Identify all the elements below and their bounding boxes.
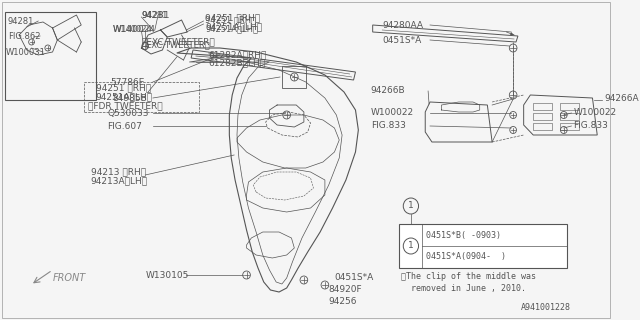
Text: W130105: W130105 bbox=[145, 270, 189, 279]
Bar bbox=[282, 66, 306, 88]
Text: 〈EXC.TWEETER〉: 〈EXC.TWEETER〉 bbox=[141, 41, 210, 50]
Polygon shape bbox=[510, 32, 514, 35]
Text: FIG.607: FIG.607 bbox=[107, 122, 142, 131]
Text: 1: 1 bbox=[408, 202, 414, 211]
Text: 94281: 94281 bbox=[8, 17, 34, 26]
Text: 〈EXC.TWEETER〉: 〈EXC.TWEETER〉 bbox=[141, 37, 215, 46]
Bar bbox=[84, 82, 199, 112]
Bar bbox=[560, 123, 579, 130]
Text: FRONT: FRONT bbox=[52, 273, 86, 283]
Text: 94251 〈RH〉: 94251 〈RH〉 bbox=[205, 15, 257, 25]
Bar bbox=[533, 123, 552, 130]
Text: 94251 〈RH〉: 94251 〈RH〉 bbox=[95, 84, 150, 92]
Text: Q530033: Q530033 bbox=[107, 108, 148, 117]
Text: 94266A: 94266A bbox=[604, 93, 639, 102]
Text: 94281: 94281 bbox=[141, 11, 168, 20]
Bar bbox=[560, 103, 579, 110]
Text: A941001228: A941001228 bbox=[521, 303, 571, 312]
Text: FIG.833: FIG.833 bbox=[371, 121, 406, 130]
Text: 61282B〈LH〉: 61282B〈LH〉 bbox=[208, 59, 266, 68]
Text: 〈FDR TWEETER〉: 〈FDR TWEETER〉 bbox=[88, 101, 163, 110]
Text: 61282A〈RH〉: 61282A〈RH〉 bbox=[208, 51, 267, 60]
Text: 94213 〈RH〉: 94213 〈RH〉 bbox=[91, 167, 146, 177]
Bar bbox=[533, 113, 552, 120]
Text: 94256: 94256 bbox=[329, 297, 357, 306]
Text: 94251A〈LH〉: 94251A〈LH〉 bbox=[205, 22, 262, 31]
Bar bbox=[4, 12, 95, 100]
Text: W100031: W100031 bbox=[6, 47, 45, 57]
Text: 84985B: 84985B bbox=[113, 93, 147, 102]
Text: 94213A〈LH〉: 94213A〈LH〉 bbox=[91, 177, 148, 186]
Text: W140024: W140024 bbox=[113, 25, 156, 34]
Text: 94280AA: 94280AA bbox=[382, 20, 423, 29]
Text: 94281: 94281 bbox=[141, 11, 170, 20]
Text: 94251A〈LH〉: 94251A〈LH〉 bbox=[95, 92, 153, 101]
Text: 0451S*A(0904-  ): 0451S*A(0904- ) bbox=[426, 252, 506, 261]
Text: 0451S*A: 0451S*A bbox=[335, 273, 374, 282]
Text: 1: 1 bbox=[408, 242, 414, 251]
Text: 94251 〈RH〉: 94251 〈RH〉 bbox=[205, 13, 260, 22]
Text: 84920F: 84920F bbox=[329, 285, 362, 294]
Text: 0451S*B( -0903): 0451S*B( -0903) bbox=[426, 231, 501, 240]
Text: FIG.862: FIG.862 bbox=[8, 31, 40, 41]
Text: ※The clip of the middle was
  removed in June , 2010.: ※The clip of the middle was removed in J… bbox=[401, 272, 536, 293]
Text: W100022: W100022 bbox=[573, 108, 616, 116]
Text: 94251A〈LH〉: 94251A〈LH〉 bbox=[205, 25, 259, 34]
Text: 57786E: 57786E bbox=[110, 77, 144, 86]
Text: W140024: W140024 bbox=[113, 25, 152, 34]
Bar bbox=[399, 224, 566, 268]
Bar bbox=[560, 113, 579, 120]
Text: 94266B: 94266B bbox=[371, 85, 405, 94]
Text: 0451S*A: 0451S*A bbox=[382, 36, 422, 44]
Text: FIG.833: FIG.833 bbox=[573, 121, 608, 130]
Bar bbox=[533, 103, 552, 110]
Text: W100022: W100022 bbox=[371, 108, 414, 116]
